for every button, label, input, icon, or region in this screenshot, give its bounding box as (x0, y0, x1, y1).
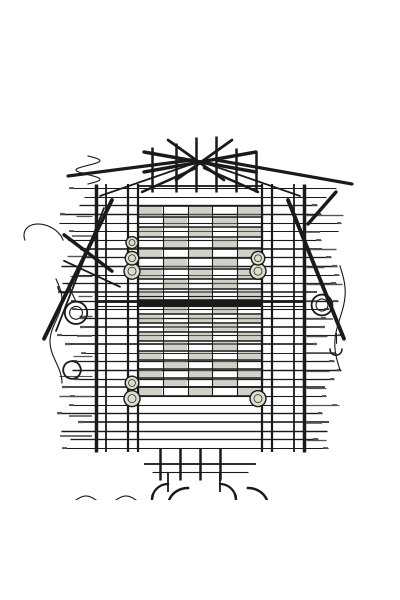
Bar (213, 259, 237, 268)
Bar (163, 360, 187, 368)
Bar (163, 217, 187, 227)
Bar (238, 332, 262, 341)
Bar (213, 217, 237, 227)
Bar (163, 342, 187, 350)
Circle shape (125, 376, 139, 390)
Bar (238, 248, 262, 258)
Circle shape (250, 391, 266, 407)
Bar (188, 206, 212, 216)
Bar (188, 332, 212, 341)
Bar (188, 388, 212, 395)
Bar (163, 280, 187, 289)
Bar (188, 248, 212, 258)
Bar (138, 332, 162, 341)
Circle shape (124, 263, 140, 279)
Bar (188, 269, 212, 278)
Bar (213, 378, 237, 386)
Bar (138, 269, 162, 278)
Bar (238, 290, 262, 299)
Bar (138, 388, 162, 395)
Bar (138, 351, 162, 359)
Bar (213, 305, 237, 314)
Bar (163, 378, 187, 386)
Bar (188, 351, 212, 359)
Bar (163, 238, 187, 247)
Bar (138, 314, 162, 323)
Bar (138, 248, 162, 258)
Bar (188, 290, 212, 299)
Circle shape (124, 391, 140, 407)
Bar (163, 323, 187, 332)
Bar (188, 227, 212, 237)
Bar (213, 342, 237, 350)
Bar (238, 269, 262, 278)
Bar (163, 305, 187, 314)
Circle shape (126, 236, 138, 248)
Bar (138, 227, 162, 237)
Circle shape (250, 263, 266, 279)
Bar (163, 259, 187, 268)
Bar (188, 369, 212, 377)
Bar (238, 369, 262, 377)
Bar (213, 360, 237, 368)
Bar (238, 227, 262, 237)
Circle shape (251, 251, 265, 265)
Bar (213, 323, 237, 332)
Bar (213, 238, 237, 247)
Bar (138, 290, 162, 299)
Bar (238, 314, 262, 323)
Bar (238, 206, 262, 216)
Bar (238, 388, 262, 395)
Bar (138, 369, 162, 377)
Bar (213, 280, 237, 289)
Bar (138, 206, 162, 216)
Bar (188, 314, 212, 323)
Circle shape (125, 251, 139, 265)
Bar (238, 351, 262, 359)
